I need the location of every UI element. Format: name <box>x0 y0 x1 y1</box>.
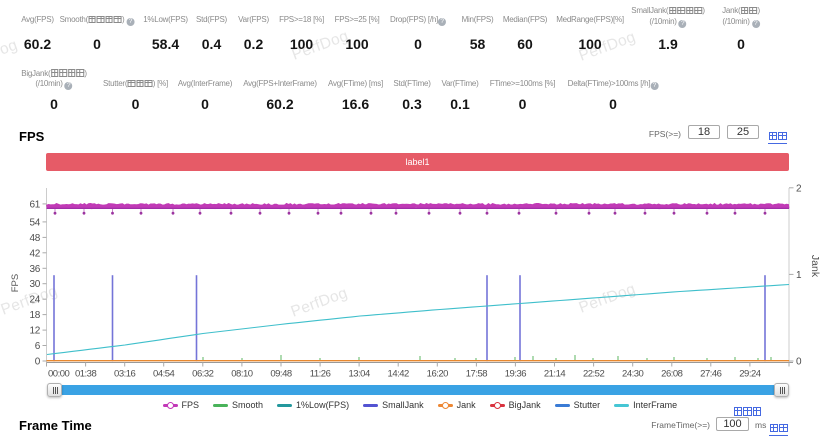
svg-text:2: 2 <box>796 183 802 194</box>
svg-text:16:20: 16:20 <box>427 369 448 380</box>
svg-text:Jank: Jank <box>809 255 821 278</box>
svg-text:0: 0 <box>35 357 41 368</box>
svg-text:48: 48 <box>29 233 40 244</box>
svg-text:1: 1 <box>796 270 802 281</box>
svg-text:0: 0 <box>796 357 802 368</box>
svg-text:19:36: 19:36 <box>505 369 526 380</box>
svg-text:24:30: 24:30 <box>622 369 643 380</box>
svg-text:08:10: 08:10 <box>231 369 252 380</box>
svg-text:06:32: 06:32 <box>192 369 213 380</box>
svg-text:27:46: 27:46 <box>700 369 721 380</box>
svg-text:21:14: 21:14 <box>544 369 565 380</box>
svg-text:22:52: 22:52 <box>583 369 604 380</box>
svg-text:00:00: 00:00 <box>48 369 69 380</box>
svg-text:01:38: 01:38 <box>75 369 96 380</box>
svg-text:12: 12 <box>29 326 40 337</box>
svg-text:26:08: 26:08 <box>661 369 682 380</box>
svg-text:09:48: 09:48 <box>270 369 291 380</box>
svg-text:11:26: 11:26 <box>310 369 331 380</box>
svg-text:18: 18 <box>29 310 40 321</box>
svg-text:17:58: 17:58 <box>466 369 487 380</box>
svg-text:42: 42 <box>29 248 40 259</box>
svg-text:FPS: FPS <box>10 274 21 292</box>
svg-text:30: 30 <box>29 279 40 290</box>
svg-text:24: 24 <box>29 295 40 306</box>
svg-text:14:42: 14:42 <box>388 369 409 380</box>
svg-text:61: 61 <box>29 199 40 210</box>
svg-text:29:24: 29:24 <box>739 369 760 380</box>
svg-text:03:16: 03:16 <box>114 369 135 380</box>
svg-text:36: 36 <box>29 264 40 275</box>
svg-text:6: 6 <box>35 341 41 352</box>
svg-text:54: 54 <box>29 217 40 228</box>
svg-text:13:04: 13:04 <box>348 369 369 380</box>
svg-text:04:54: 04:54 <box>153 369 174 380</box>
